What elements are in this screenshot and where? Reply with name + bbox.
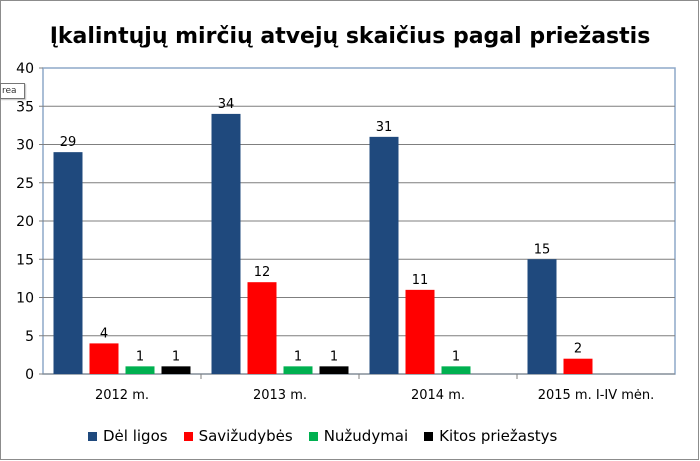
legend-item: Savižudybės — [183, 427, 293, 445]
bar — [125, 366, 155, 374]
data-label: 12 — [254, 265, 271, 280]
legend-swatch — [183, 431, 193, 441]
data-label: 1 — [330, 349, 338, 364]
y-tick-label: 40 — [16, 61, 34, 77]
bar — [369, 136, 399, 374]
data-label: 1 — [452, 349, 460, 364]
legend-label: Dėl ligos — [103, 427, 168, 445]
y-tick-label: 25 — [16, 176, 34, 192]
legend-item: Dėl ligos — [88, 427, 168, 445]
data-label: 15 — [534, 242, 551, 257]
bar — [53, 152, 83, 374]
legend-swatch — [88, 431, 97, 441]
legend-label: Kitos priežastys — [439, 427, 558, 445]
y-tick-label: 10 — [16, 291, 34, 307]
x-tick-label: 2013 m. — [253, 388, 307, 403]
data-label: 1 — [172, 349, 180, 364]
bar — [563, 358, 593, 374]
data-label: 4 — [100, 326, 108, 341]
legend-label: Savižudybės — [198, 427, 293, 445]
bar — [161, 366, 191, 374]
bar — [211, 113, 241, 375]
bar — [319, 366, 349, 374]
y-tick-label: 20 — [16, 214, 34, 230]
y-tick-label: 5 — [25, 329, 34, 345]
bar — [527, 259, 557, 374]
data-label: 34 — [218, 97, 235, 112]
x-tick-label: 2015 m. I-IV mėn. — [538, 388, 655, 403]
data-label: 2 — [574, 342, 582, 357]
bar — [405, 289, 435, 374]
legend-label: Nužudymai — [323, 427, 409, 445]
legend-swatch — [308, 431, 318, 441]
data-label: 11 — [412, 273, 429, 288]
legend-item: Kitos priežastys — [424, 427, 557, 445]
legend-item: Nužudymai — [308, 427, 409, 445]
chart-title: Įkalintųjų mirčių atvejų skaičius pagal … — [49, 24, 651, 49]
y-tick-label: 0 — [25, 367, 34, 383]
x-tick-label: 2012 m. — [95, 388, 149, 403]
bar — [89, 343, 119, 374]
y-tick-label: 15 — [16, 252, 34, 268]
y-tick-label: 35 — [16, 99, 34, 115]
y-tick-label: 30 — [16, 138, 34, 154]
data-label: 1 — [294, 349, 302, 364]
tooltip: rea — [0, 83, 25, 99]
legend-swatch — [424, 431, 434, 441]
legend: Dėl ligos Savižudybės Nužudymai Kitos priež… — [88, 426, 588, 446]
bar — [441, 366, 471, 374]
bar — [283, 366, 313, 374]
data-label: 1 — [136, 349, 144, 364]
data-label: 31 — [376, 120, 393, 135]
x-tick-label: 2014 m. — [411, 388, 465, 403]
bar — [247, 282, 277, 374]
data-label: 29 — [60, 135, 77, 150]
